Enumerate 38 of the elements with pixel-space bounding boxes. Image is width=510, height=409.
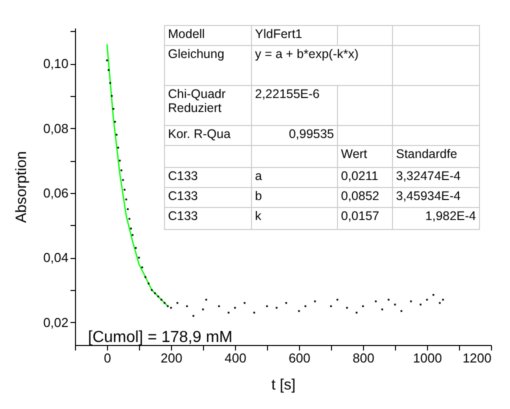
x-axis-title: t [s] bbox=[271, 376, 296, 394]
x-tick-label: 200 bbox=[160, 350, 182, 366]
y-tick-label: 0,06 bbox=[43, 185, 68, 200]
annotation: 0,99535 bbox=[252, 126, 338, 146]
y-tick-label: 0,02 bbox=[43, 314, 68, 330]
annotation: Chi-Quadr Reduziert bbox=[164, 86, 252, 126]
annotation: Modell bbox=[164, 26, 252, 46]
x-tick-label: 800 bbox=[352, 350, 374, 366]
annotation: Standardfe bbox=[392, 146, 480, 168]
annotation: 2,22155E-6 bbox=[252, 86, 338, 126]
annotation: 1,982E-4 bbox=[392, 208, 480, 230]
x-tick-label: 0 bbox=[104, 350, 112, 366]
y-tick-label: 0,10 bbox=[43, 56, 68, 72]
annotation: YldFert1 bbox=[252, 26, 338, 46]
annotation: Kor. R-Qua bbox=[164, 126, 252, 146]
x-tick-label: 400 bbox=[224, 350, 246, 366]
annotation: [Cumol] = 178,9 mM bbox=[88, 329, 232, 347]
annotation: C133 bbox=[164, 208, 252, 230]
y-tick-label: 0,08 bbox=[43, 120, 68, 136]
y-tick-label: 0,04 bbox=[43, 250, 68, 266]
x-tick-label: 1200 bbox=[462, 350, 492, 366]
annotation: 3,45934E-4 bbox=[392, 188, 480, 208]
y-axis-title: Absorption bbox=[13, 151, 30, 223]
annotation: 0,0157 bbox=[338, 208, 392, 230]
x-tick-label: 1000 bbox=[413, 350, 442, 366]
annotation: 0,0211 bbox=[338, 168, 392, 188]
line-series bbox=[106, 44, 168, 307]
annotation: 3,32474E-4 bbox=[392, 168, 480, 188]
annotation: Gleichung bbox=[164, 46, 252, 86]
annotation: C133 bbox=[164, 188, 252, 208]
annotation: 0,0852 bbox=[338, 188, 392, 208]
annotation: k bbox=[252, 208, 338, 230]
annotation: a bbox=[252, 168, 338, 188]
annotation: b bbox=[252, 188, 338, 208]
x-tick-label: 600 bbox=[288, 350, 310, 366]
annotation: y = a + b*exp(-k*x) bbox=[252, 46, 392, 86]
annotation: Wert bbox=[338, 146, 392, 168]
annotation: C133 bbox=[164, 168, 252, 188]
